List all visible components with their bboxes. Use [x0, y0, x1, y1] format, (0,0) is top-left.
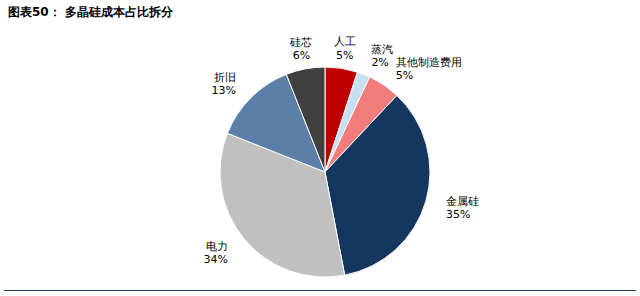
- svg-text:硅芯6%: 硅芯6%: [289, 36, 312, 62]
- html-text:图表50： 多晶硅成本占比拆分: 图表50： 多晶硅成本占比拆分: [8, 5, 173, 19]
- svg-text:人工5%: 人工5%: [334, 35, 356, 61]
- svg-text:金属硅35%: 金属硅35%: [446, 195, 479, 221]
- svg-text:其他制造费用5%: 其他制造费用5%: [396, 56, 462, 82]
- svg-text:折旧13%: 折旧13%: [211, 71, 235, 97]
- svg-text:蒸汽2%: 蒸汽2%: [371, 43, 393, 69]
- svg-text:电力34%: 电力34%: [203, 240, 227, 266]
